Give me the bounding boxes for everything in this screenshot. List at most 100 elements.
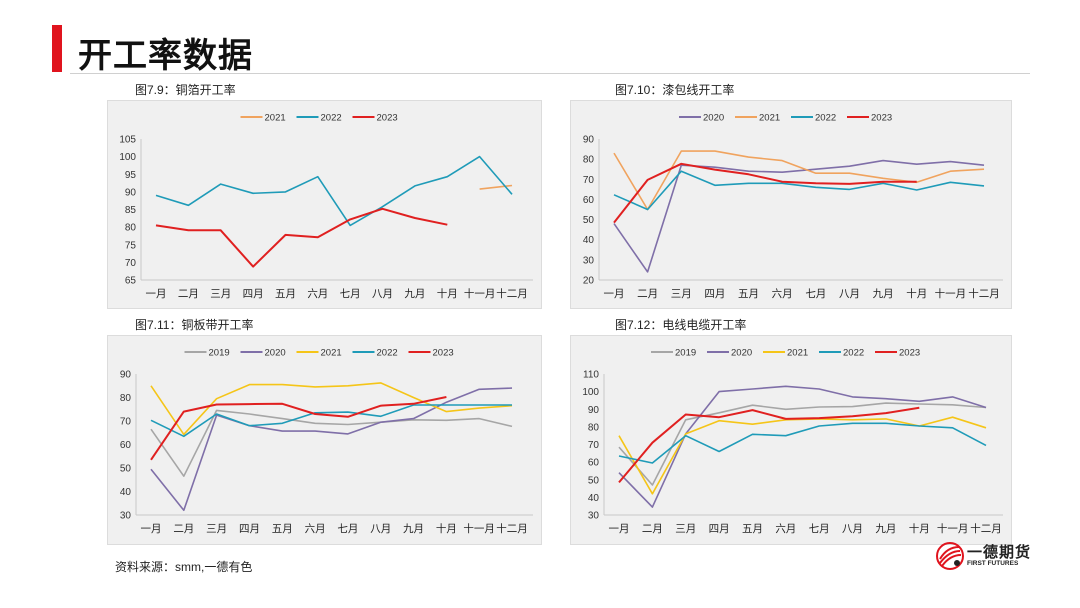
series-line-2020	[150, 387, 513, 512]
y-tick-label: 90	[588, 405, 600, 416]
x-tick-label: 六月	[305, 523, 326, 535]
legend-label-2021: 2021	[787, 348, 808, 359]
x-tick-label: 二月	[173, 523, 194, 535]
x-tick-label: 七月	[337, 523, 358, 535]
x-tick-label: 三月	[206, 523, 227, 535]
chart-svg: 65 70 75 80 85 90 95 100 105 一月 二月 三月 四月 五月 六月 七月 八月 九月 十月…	[119, 113, 533, 300]
x-tick-label: 六月	[775, 523, 796, 535]
x-tick-label: 十一月	[935, 287, 967, 300]
y-tick-label: 70	[120, 417, 132, 428]
x-tick-label: 四月	[243, 288, 264, 300]
y-tick-label: 50	[583, 215, 595, 226]
x-tick-label: 十一月	[463, 522, 495, 535]
y-tick-label: 60	[583, 195, 595, 206]
chart-title-4: 图7.12：电线电缆开工率	[615, 318, 747, 332]
x-tick-label: 四月	[709, 523, 730, 535]
x-tick-label: 八月	[372, 288, 393, 300]
x-tick-label: 七月	[340, 288, 361, 300]
legend-label-2023: 2023	[433, 348, 454, 359]
series-line-2021	[150, 382, 513, 436]
y-tick-label: 40	[588, 493, 600, 504]
x-tick-label: 六月	[772, 288, 793, 300]
series-line-2023	[150, 396, 447, 461]
y-tick-label: 85	[125, 205, 137, 216]
series-line-2021	[479, 184, 513, 190]
series-line-2023	[613, 162, 917, 224]
series-line-2019	[618, 402, 987, 486]
x-tick-label: 九月	[404, 288, 425, 300]
chart-copper-strip: 30 40 50 60 70 80 90 一月 二月 三月 四月 五月 六月 七月 八月 九月 十月 十一月 十二月…	[107, 335, 542, 545]
y-tick-label: 60	[120, 440, 132, 451]
x-tick-label: 五月	[742, 523, 763, 535]
x-tick-label: 十一月	[464, 287, 496, 300]
x-tick-label: 十二月	[496, 287, 528, 300]
logo-mark-icon	[936, 542, 964, 570]
x-tick-label: 十二月	[496, 522, 528, 535]
y-tick-label: 100	[119, 152, 136, 163]
x-tick-label: 六月	[307, 288, 328, 300]
x-tick-label: 七月	[805, 288, 826, 300]
legend-label-2020: 2020	[731, 348, 752, 359]
y-tick-label: 40	[120, 487, 132, 498]
y-tick-label: 70	[588, 440, 600, 451]
legend-label-2023: 2023	[377, 113, 398, 124]
chart-title-1: 图7.9：铜箔开工率	[135, 83, 236, 97]
y-tick-label: 80	[588, 422, 600, 433]
y-tick-label: 50	[120, 464, 132, 475]
legend-label-2020: 2020	[265, 348, 286, 359]
x-tick-label: 四月	[239, 523, 260, 535]
page-title: 开工率数据	[78, 37, 253, 75]
series-line-2022	[155, 155, 513, 227]
y-tick-label: 95	[125, 170, 137, 181]
y-tick-label: 75	[125, 240, 137, 251]
y-tick-label: 40	[583, 235, 595, 246]
legend-label-2022: 2022	[843, 348, 864, 359]
y-tick-label: 110	[583, 370, 599, 381]
x-tick-label: 八月	[839, 288, 860, 300]
x-tick-label: 八月	[842, 523, 863, 535]
series-line-2023	[618, 406, 920, 484]
y-tick-label: 50	[588, 475, 600, 486]
x-tick-label: 二月	[642, 523, 663, 535]
legend-label-2020: 2020	[703, 113, 724, 124]
series-line-2020	[613, 159, 985, 273]
series-line-2021	[618, 416, 987, 495]
y-tick-label: 20	[583, 276, 595, 287]
x-tick-label: 八月	[370, 523, 391, 535]
x-tick-label: 十月	[906, 287, 927, 300]
x-tick-label: 五月	[272, 523, 293, 535]
series-line-2022	[613, 170, 985, 211]
x-tick-label: 九月	[873, 288, 894, 300]
x-tick-label: 十月	[909, 522, 930, 535]
legend-label-2019: 2019	[209, 348, 230, 359]
x-tick-label: 一月	[609, 523, 630, 535]
legend-label-2021: 2021	[321, 348, 342, 359]
x-tick-label: 五月	[738, 288, 759, 300]
x-tick-label: 十月	[436, 522, 457, 535]
chart-title-3: 图7.11：铜板带开工率	[135, 318, 254, 332]
series-line-2021	[613, 150, 985, 211]
legend-label-2023: 2023	[871, 113, 892, 124]
x-tick-label: 五月	[275, 288, 296, 300]
y-tick-label: 70	[583, 175, 595, 186]
series-line-2022	[150, 404, 512, 438]
y-tick-label: 65	[125, 276, 137, 287]
y-tick-label: 80	[125, 223, 137, 234]
y-tick-label: 90	[583, 135, 595, 146]
chart-svg: 30 40 50 60 70 80 90 100 110 一月 二月 三月 四月 五月 六月 七月 八月 九月 十月…	[582, 348, 1003, 535]
chart-copper-foil: 65 70 75 80 85 90 95 100 105 一月 二月 三月 四月 五月 六月 七月 八月 九月 十月…	[107, 100, 542, 309]
y-tick-label: 30	[588, 511, 600, 522]
legend-label-2019: 2019	[675, 348, 696, 359]
series-line-2022	[618, 422, 987, 464]
logo-text-cn: 一德期货	[967, 544, 1032, 561]
x-tick-label: 一月	[604, 288, 625, 300]
y-tick-label: 90	[120, 370, 132, 381]
x-tick-label: 三月	[671, 288, 692, 300]
legend-label-2022: 2022	[815, 113, 836, 124]
x-tick-label: 一月	[146, 288, 167, 300]
logo-text-en: FIRST FUTURES	[967, 560, 1019, 567]
company-logo: 一德期货 FIRST FUTURES	[935, 541, 1035, 571]
y-tick-label: 70	[125, 258, 137, 269]
legend-label-2022: 2022	[321, 113, 342, 124]
x-tick-label: 一月	[141, 523, 162, 535]
